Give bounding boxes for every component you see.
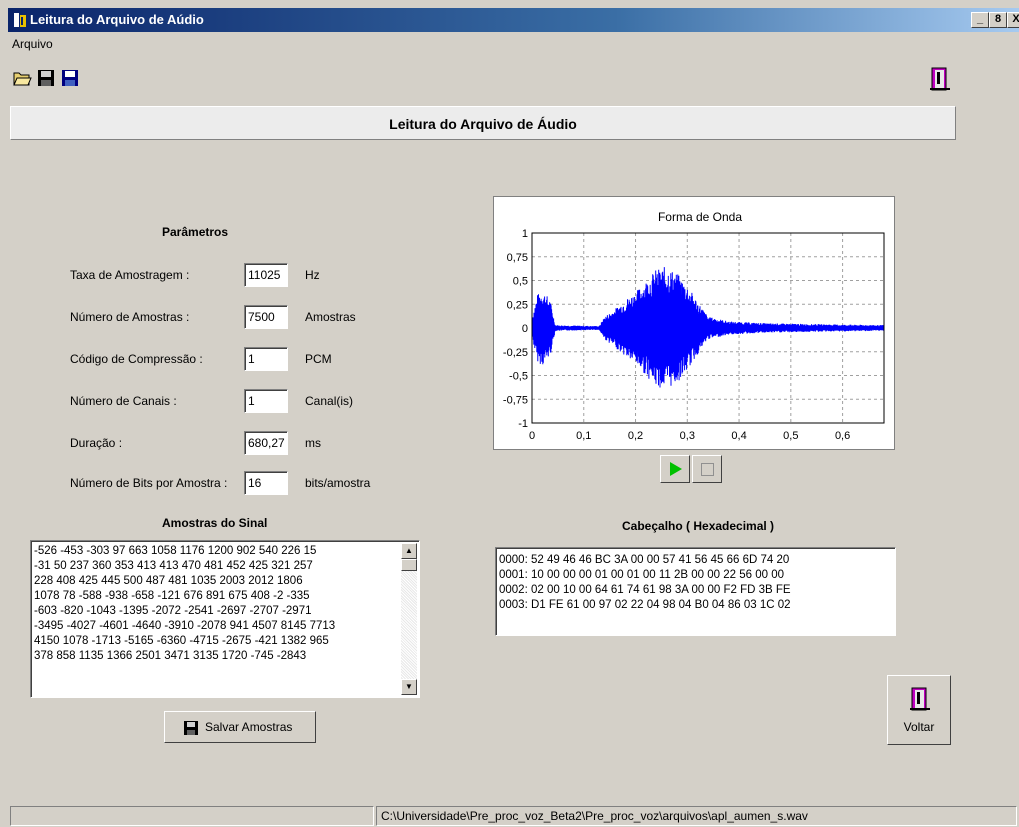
- toolbar: [8, 62, 1019, 96]
- y-tick-label: 0: [522, 323, 528, 335]
- channels-field[interactable]: 1: [244, 389, 288, 413]
- exit-door-icon: [910, 687, 930, 711]
- y-tick-label: 1: [522, 228, 528, 240]
- param-unit: PCM: [305, 352, 332, 366]
- y-tick-label: 0,25: [507, 299, 528, 311]
- y-tick-label: -1: [518, 418, 528, 430]
- sample-line: 1078 78 -588 -938 -658 -121 676 891 675 …: [34, 590, 310, 602]
- samples-title: Amostras do Sinal: [162, 516, 268, 530]
- maximize-button[interactable]: 8: [989, 12, 1007, 28]
- scroll-up-icon[interactable]: ▲: [401, 543, 417, 559]
- scroll-thumb[interactable]: [401, 559, 417, 571]
- x-tick-label: 0,5: [783, 430, 798, 442]
- duration-field[interactable]: 680,27: [244, 431, 288, 455]
- x-tick-label: 0,2: [628, 430, 643, 442]
- param-unit: ms: [305, 436, 321, 450]
- open-folder-icon[interactable]: [12, 68, 32, 88]
- y-tick-label: 0,75: [507, 252, 528, 264]
- stop-icon: [701, 463, 714, 476]
- status-file-path: C:\Universidade\Pre_proc_voz_Beta2\Pre_p…: [376, 806, 1017, 826]
- sample-line: -3495 -4027 -4601 -4640 -3910 -2078 941 …: [34, 620, 336, 632]
- hex-line: 0003: D1 FE 61 00 97 02 22 04 98 04 B0 0…: [499, 599, 791, 611]
- back-label: Voltar: [903, 720, 935, 734]
- app-icon: [14, 13, 26, 27]
- hex-line: 0000: 52 49 46 46 BC 3A 00 00 57 41 56 4…: [499, 554, 790, 566]
- sample-count-field[interactable]: 7500: [244, 305, 288, 329]
- x-tick-label: 0,1: [576, 430, 591, 442]
- waveform-svg: Forma de Onda 1 0,75 0,5 0,25 0 -0,25 -0,5 -0,7…: [503, 210, 885, 442]
- sample-line: -526 -453 -303 97 663 1058 1176 1200 902…: [34, 545, 317, 557]
- y-tick-label: -0,75: [503, 394, 528, 406]
- param-unit: Amostras: [305, 310, 356, 324]
- samples-memo[interactable]: -526 -453 -303 97 663 1058 1176 1200 902…: [30, 540, 420, 698]
- status-bar: C:\Universidade\Pre_proc_voz_Beta2\Pre_p…: [8, 806, 1019, 827]
- y-tick-label: -0,5: [509, 371, 528, 383]
- window-title: Leitura do Arquivo de Aúdio: [30, 12, 204, 27]
- parameters-title: Parâmetros: [162, 225, 229, 239]
- menu-arquivo[interactable]: Arquivo: [12, 37, 53, 51]
- bits-per-sample-field[interactable]: 16: [244, 471, 288, 495]
- y-tick-label: -0,25: [503, 347, 528, 359]
- exit-door-icon[interactable]: [928, 66, 952, 92]
- page-title: Leitura do Arquivo de Áudio: [10, 106, 956, 140]
- save-icon: [184, 721, 198, 735]
- sample-rate-field[interactable]: 11025: [244, 263, 288, 287]
- param-label: Número de Amostras :: [70, 310, 190, 324]
- minimize-button[interactable]: _: [971, 12, 989, 28]
- play-button[interactable]: [660, 455, 690, 483]
- param-unit: Hz: [305, 268, 320, 282]
- param-label: Número de Canais :: [70, 394, 177, 408]
- waveform-chart: Forma de Onda 1 0,75 0,5 0,25 0 -0,25 -0,5 -0,7…: [493, 196, 895, 450]
- hex-line: 0001: 10 00 00 00 01 00 01 00 11 2B 00 0…: [499, 569, 784, 581]
- back-button[interactable]: Voltar: [887, 675, 951, 745]
- waveform-series: [531, 267, 885, 388]
- title-bar: Leitura do Arquivo de Aúdio _ 8 X: [8, 8, 1019, 32]
- param-label: Duração :: [70, 436, 123, 450]
- y-tick-label: 0,5: [513, 276, 528, 288]
- stop-button[interactable]: [692, 455, 722, 483]
- close-button[interactable]: X: [1007, 12, 1019, 28]
- param-label: Código de Compressão :: [70, 352, 203, 366]
- scroll-down-icon[interactable]: ▼: [401, 679, 417, 695]
- sample-line: -603 -820 -1043 -1395 -2072 -2541 -2697 …: [34, 605, 312, 617]
- param-unit: Canal(is): [305, 394, 354, 408]
- param-unit: bits/amostra: [305, 476, 371, 490]
- param-label: Número de Bits por Amostra :: [70, 476, 228, 490]
- samples-scrollbar[interactable]: ▲ ▼: [401, 543, 417, 695]
- x-tick-label: 0,6: [835, 430, 850, 442]
- sample-line: 378 858 1135 1366 2501 3471 3135 1720 -7…: [34, 650, 307, 662]
- hex-header-memo[interactable]: 0000: 52 49 46 46 BC 3A 00 00 57 41 56 4…: [495, 547, 896, 636]
- sample-line: 228 408 425 445 500 487 481 1035 2003 20…: [34, 575, 303, 587]
- param-label: Taxa de Amostragem :: [70, 268, 190, 282]
- hex-header-title: Cabeçalho ( Hexadecimal ): [622, 519, 775, 533]
- play-icon: [670, 462, 682, 476]
- save-samples-label: Salvar Amostras: [205, 720, 293, 734]
- x-tick-label: 0: [529, 430, 535, 442]
- save-icon[interactable]: [36, 68, 56, 88]
- hex-line: 0002: 02 00 10 00 64 61 74 61 98 3A 00 0…: [499, 584, 791, 596]
- sample-line: 4150 1078 -1713 -5165 -6360 -4715 -2675 …: [34, 635, 329, 647]
- chart-title: Forma de Onda: [658, 210, 742, 224]
- status-pane-left: [10, 806, 374, 826]
- compression-code-field[interactable]: 1: [244, 347, 288, 371]
- sample-line: -31 50 237 360 353 413 413 470 481 452 4…: [34, 560, 313, 572]
- x-tick-label: 0,3: [680, 430, 695, 442]
- save-as-icon[interactable]: [60, 68, 80, 88]
- x-tick-label: 0,4: [731, 430, 746, 442]
- save-samples-button[interactable]: Salvar Amostras: [164, 711, 316, 743]
